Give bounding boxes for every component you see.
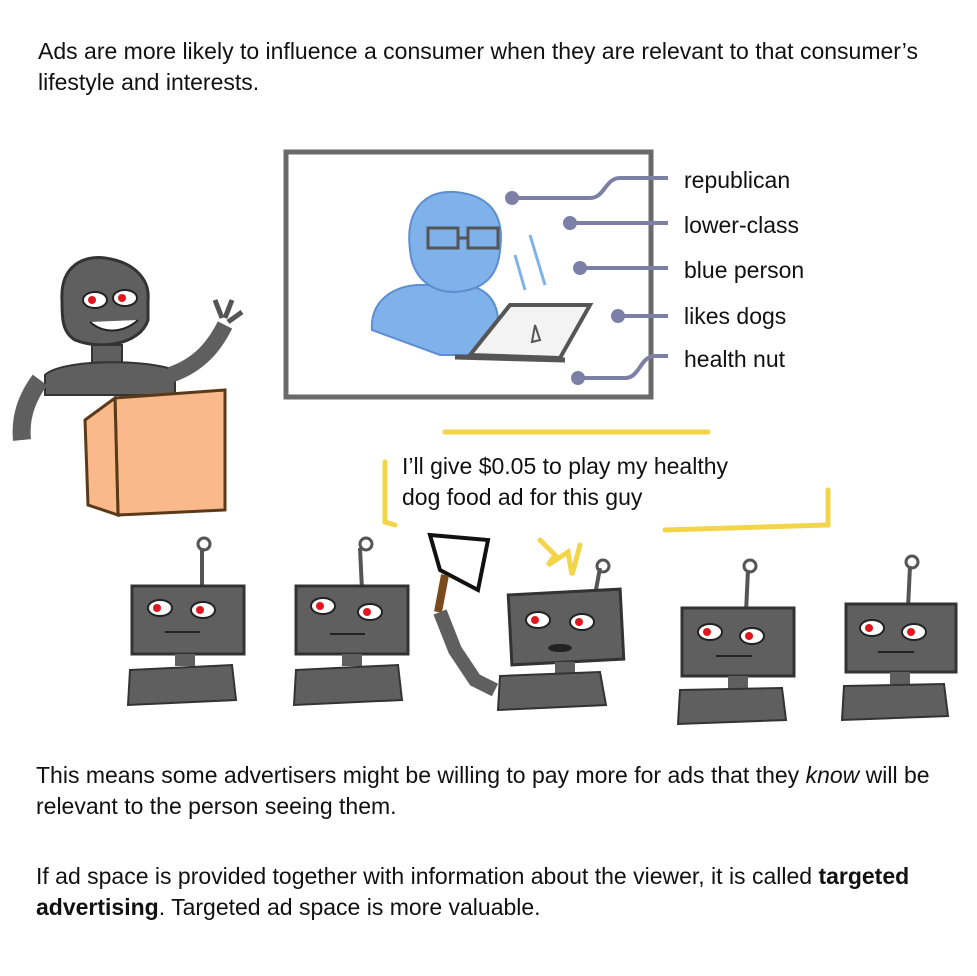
speech-bubble-outline: [382, 429, 831, 576]
presentation-screen: [283, 149, 654, 400]
audience-robot: [292, 536, 410, 707]
para1-text-end: will be relevant to the person seeing th…: [36, 762, 930, 819]
intro-text: Ads are more likely to influence a consu…: [38, 38, 918, 95]
targeted-advertising-term: targeted advertising: [36, 863, 910, 920]
presenter-robot: [12, 256, 244, 441]
profile-label-health-nut: health nut: [684, 346, 786, 372]
podium: [83, 388, 227, 518]
bid-speech-line-2: dog food ad for this guy: [402, 484, 643, 510]
profile-label-lower-class: lower-class: [684, 212, 800, 238]
bid-speech-text: I’ll give $0.05 to play my healthy dog f…: [402, 451, 822, 513]
label-connectors: [505, 176, 668, 385]
audience-robot: [840, 554, 958, 722]
audience-robot: [126, 536, 246, 707]
definition-paragraph: If ad space is provided together with in…: [36, 861, 956, 923]
audience-robots: [126, 532, 958, 726]
profile-label-blue-person: blue person: [684, 257, 805, 283]
bidding-robot: [427, 532, 626, 712]
bid-speech-line-1: I’ll give $0.05 to play my healthy: [402, 453, 729, 479]
profile-label-republican: republican: [684, 167, 791, 193]
explanation-paragraph: This means some advertisers might be wil…: [36, 760, 956, 822]
para2-text-start: If ad space is provided together with in…: [36, 863, 819, 889]
para2-text-end: . Targeted ad space is more valuable.: [158, 894, 541, 920]
audience-robot: [676, 558, 796, 726]
para1-emphasis: know: [805, 762, 860, 788]
blue-person-illustration: [370, 190, 594, 363]
profile-label-likes-dogs: likes dogs: [684, 303, 787, 329]
para1-text-start: This means some advertisers might be wil…: [36, 762, 806, 788]
